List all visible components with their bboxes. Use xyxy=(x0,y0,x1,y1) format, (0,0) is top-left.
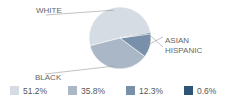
slice-label: BLACK xyxy=(35,73,62,82)
legend-label: 51.2% xyxy=(23,86,48,96)
legend: 51.2% 35.8% 12.3% 0.6% xyxy=(10,86,217,96)
pie xyxy=(89,7,151,69)
pie-slice xyxy=(120,33,151,38)
slice-label: WHITE xyxy=(36,6,62,15)
legend-swatch xyxy=(68,86,77,95)
page: {"chart_data": {"type": "pie", "categori… xyxy=(0,0,240,100)
leader-line xyxy=(148,34,163,47)
pie-labels: WHITE BLACK ASIANHISPANIC xyxy=(35,6,202,82)
legend-label: 12.3% xyxy=(139,86,164,96)
chart: WHITE BLACK ASIANHISPANIC 51.2% 35.8% 12.3% 0.… xyxy=(0,0,240,100)
legend-swatch xyxy=(184,86,193,95)
legend-swatch xyxy=(10,86,19,95)
legend-label: 35.8% xyxy=(81,86,106,96)
legend-label: 0.6% xyxy=(197,86,217,96)
slice-label: HISPANIC xyxy=(165,46,202,55)
slice-label: ASIAN xyxy=(165,36,189,45)
legend-swatch xyxy=(126,86,135,95)
leader-line xyxy=(148,37,163,45)
